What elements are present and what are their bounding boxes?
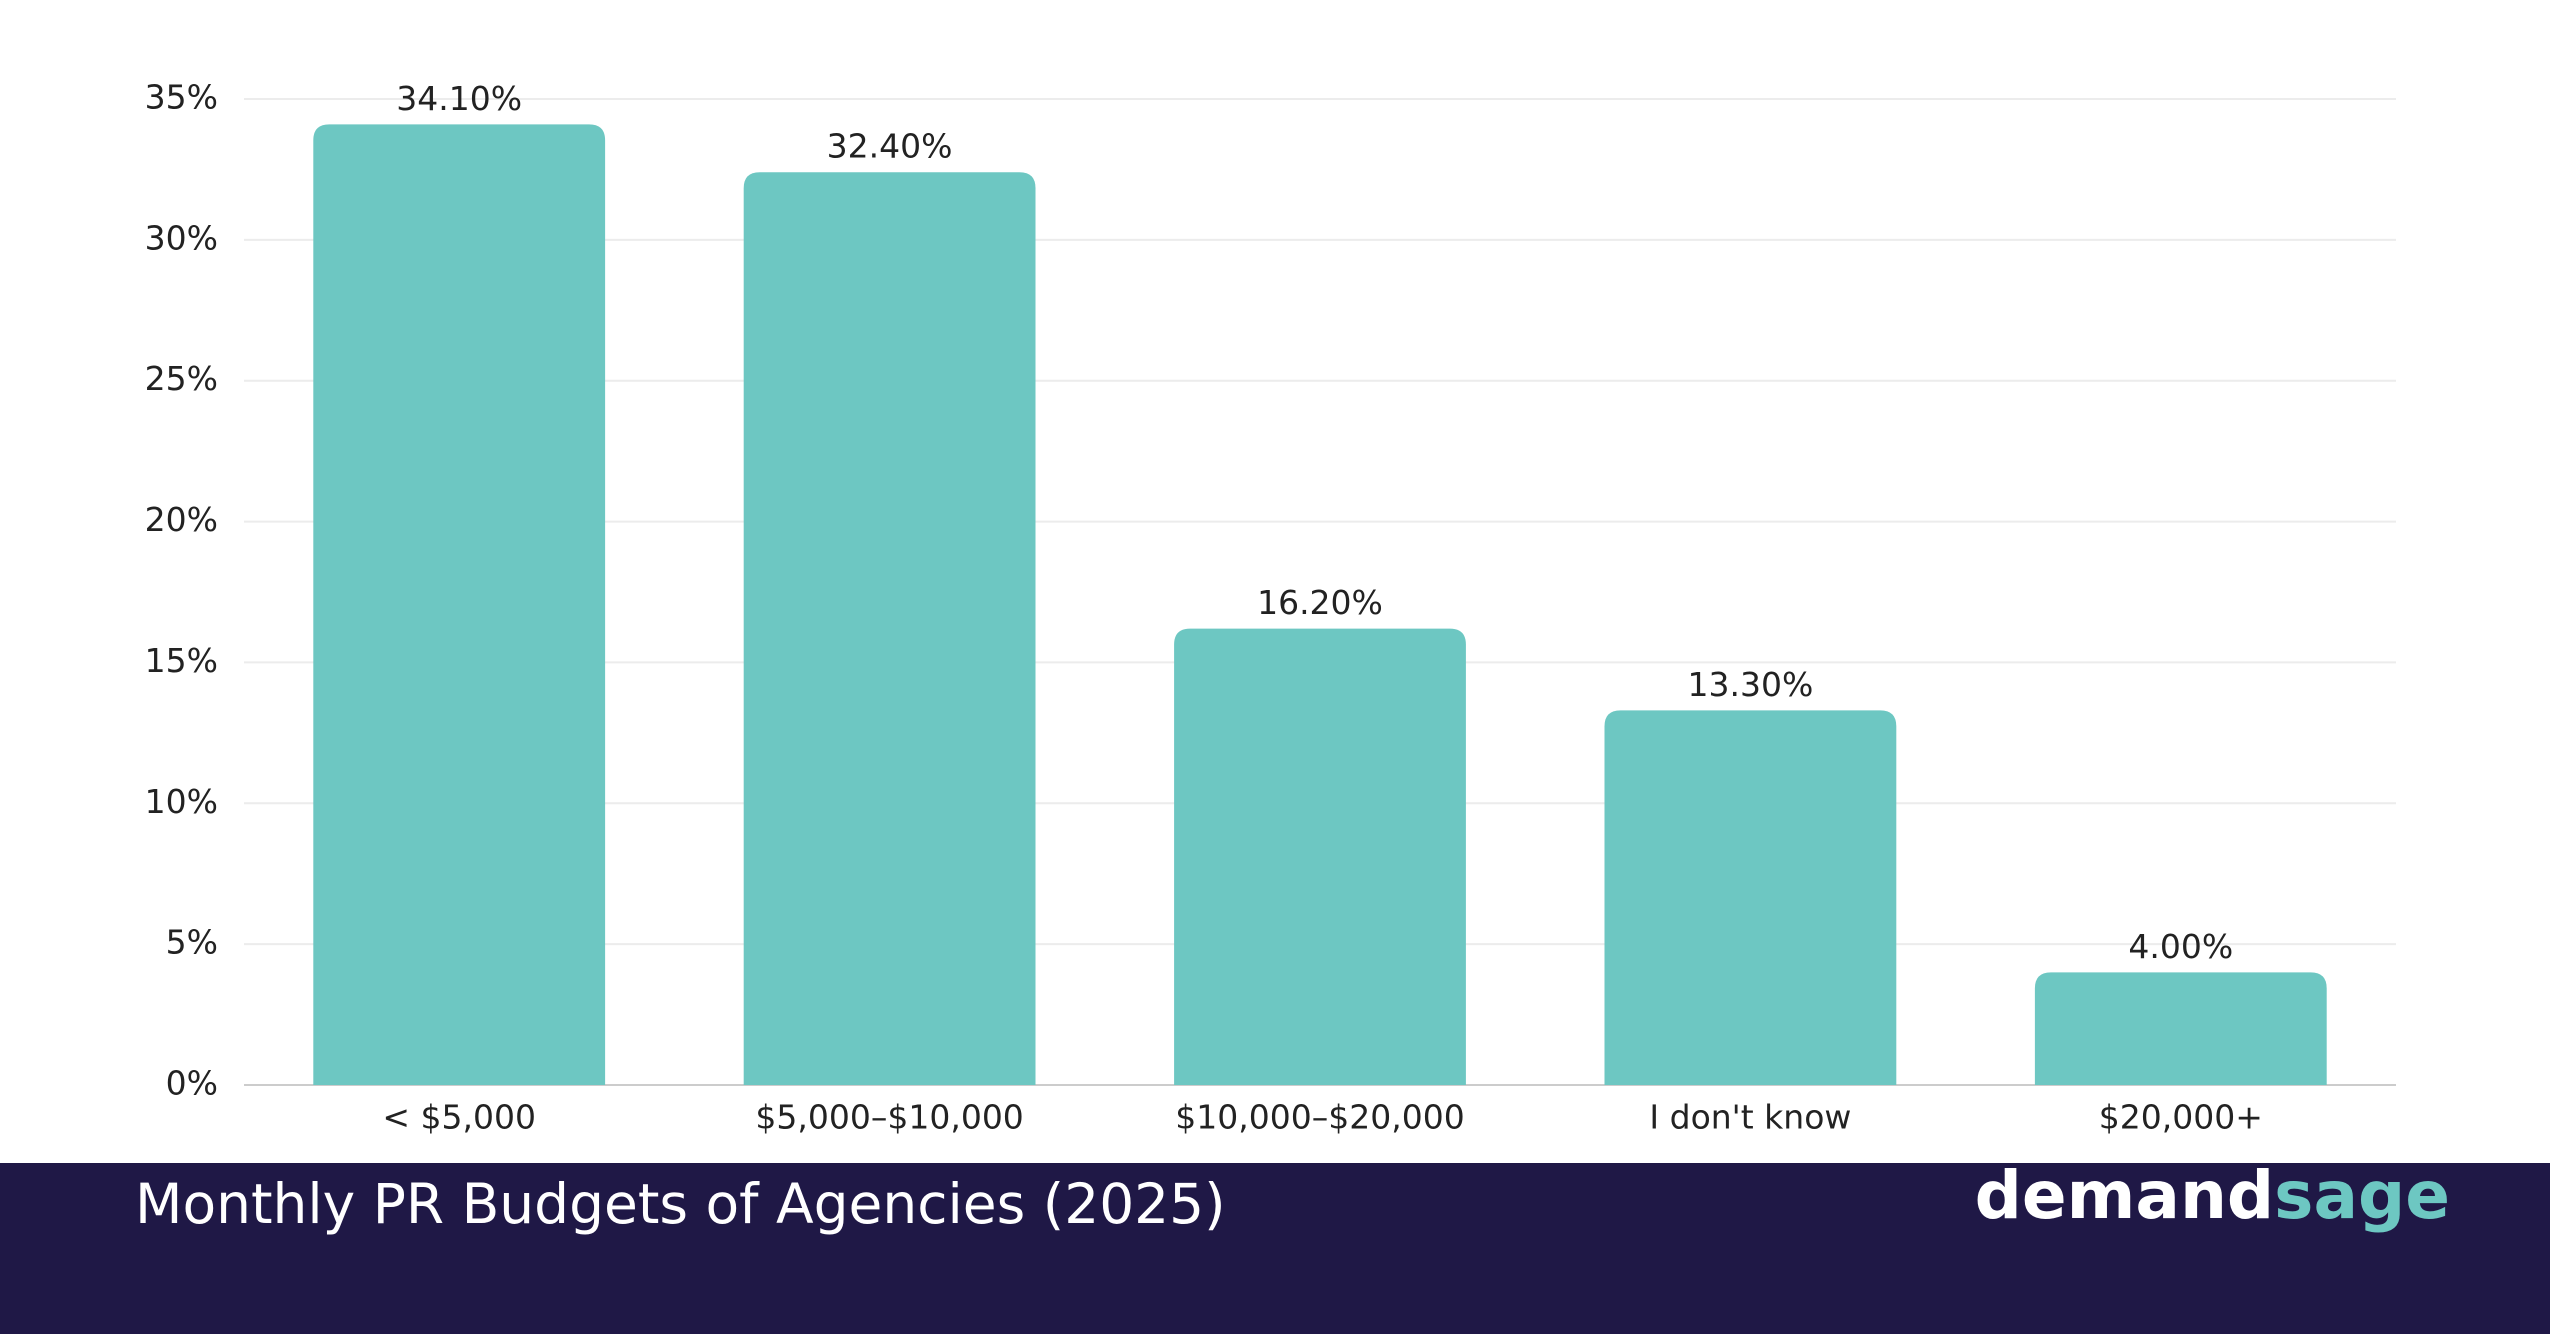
y-tick-label: 30%: [145, 218, 218, 257]
bar: [1174, 628, 1466, 1085]
logo: demandsage: [1975, 1157, 2450, 1234]
bar: [313, 124, 606, 1085]
y-tick-label: 10%: [145, 782, 218, 821]
bar: [743, 172, 1036, 1085]
value-label: 13.30%: [1687, 665, 1813, 704]
chart-title: Monthly PR Budgets of Agencies (2025): [135, 1172, 1226, 1236]
x-tick-label: I don't know: [1649, 1098, 1851, 1137]
x-tick-label: < $5,000: [382, 1098, 536, 1137]
y-tick-label: 0%: [166, 1064, 218, 1103]
logo-part: demand: [1975, 1157, 2275, 1234]
bar: [1604, 710, 1897, 1085]
value-label: 32.40%: [827, 127, 953, 166]
x-tick-label: $20,000+: [2099, 1098, 2263, 1137]
x-tick-label: $5,000–$10,000: [755, 1098, 1023, 1137]
value-label: 34.10%: [396, 79, 522, 118]
y-tick-label: 25%: [145, 359, 218, 398]
y-tick-label: 20%: [145, 500, 218, 539]
y-tick-label: 15%: [145, 641, 218, 680]
footer: [0, 1163, 2550, 1334]
x-tick-label: $10,000–$20,000: [1175, 1098, 1464, 1137]
y-tick-label: 35%: [145, 78, 218, 117]
logo-part: sage: [2274, 1157, 2450, 1234]
bar: [2034, 972, 2327, 1085]
y-tick-label: 5%: [166, 923, 218, 962]
value-label: 4.00%: [2128, 927, 2233, 966]
value-label: 16.20%: [1257, 583, 1383, 622]
